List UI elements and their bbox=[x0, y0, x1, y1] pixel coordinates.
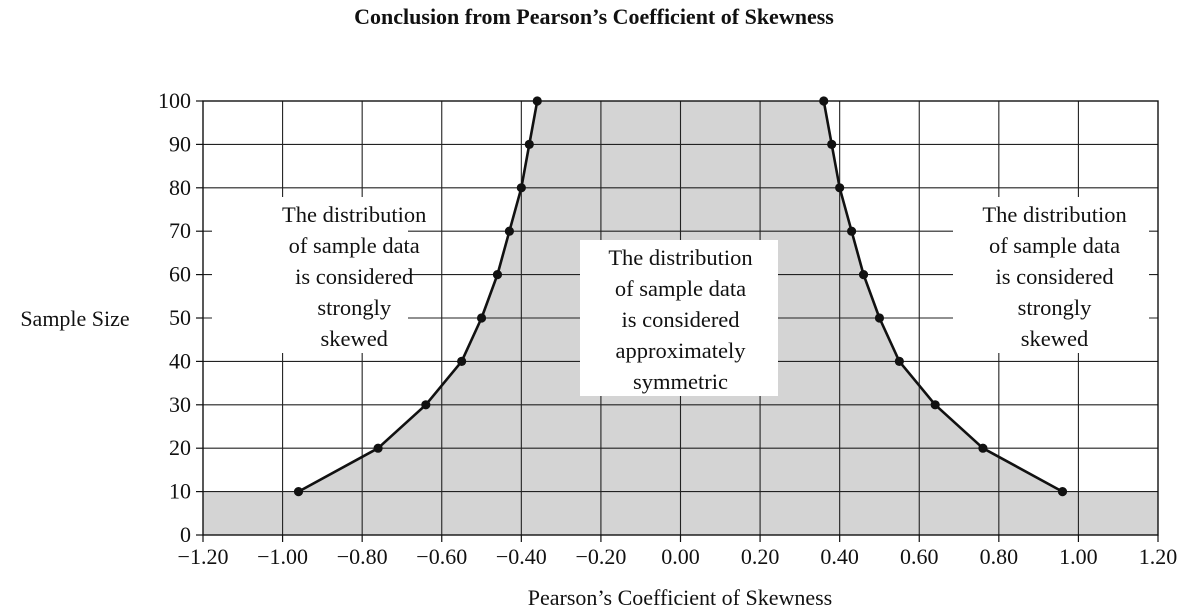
chart-title: Conclusion from Pearson’s Coefficient of… bbox=[354, 4, 834, 29]
upper-boundary-point bbox=[894, 356, 904, 366]
y-tick-label: 10 bbox=[169, 479, 191, 504]
x-tick-label: −0.60 bbox=[416, 544, 467, 569]
x-tick-label: −0.20 bbox=[575, 544, 626, 569]
lower-boundary-point bbox=[373, 443, 383, 453]
y-tick-label: 50 bbox=[169, 305, 191, 330]
x-tick-label: −1.20 bbox=[178, 544, 229, 569]
annotation-center-line: The distribution bbox=[608, 245, 752, 270]
lower-boundary-point bbox=[532, 96, 542, 106]
upper-boundary-point bbox=[978, 443, 988, 453]
lower-boundary-line bbox=[297, 100, 539, 493]
annotation-left-line: skewed bbox=[320, 326, 387, 351]
y-tick-label: 40 bbox=[169, 348, 191, 373]
x-tick-label: 0.00 bbox=[661, 544, 700, 569]
x-tick-label: 0.20 bbox=[741, 544, 780, 569]
y-tick-label: 100 bbox=[158, 88, 191, 113]
lower-boundary-point bbox=[293, 487, 304, 497]
y-tick-label: 0 bbox=[180, 522, 191, 547]
lower-boundary-point bbox=[457, 356, 467, 366]
x-tick-label: 0.40 bbox=[820, 544, 859, 569]
annotation-right-line: of sample data bbox=[989, 233, 1120, 258]
lower-boundary-point bbox=[516, 183, 526, 193]
y-tick-label: 60 bbox=[169, 262, 191, 287]
upper-boundary-point bbox=[874, 313, 885, 323]
lower-boundary-point bbox=[492, 270, 503, 280]
upper-boundary-point bbox=[858, 270, 869, 280]
y-axis-title: Sample Size bbox=[20, 306, 129, 331]
annotation-center-line: approximately bbox=[616, 338, 747, 363]
x-tick-label: −1.00 bbox=[257, 544, 308, 569]
upper-boundary-line bbox=[822, 100, 1064, 493]
annotation-left-line: is considered bbox=[295, 264, 413, 289]
annotation-right-line: The distribution bbox=[982, 202, 1126, 227]
x-tick-label: 1.00 bbox=[1059, 544, 1098, 569]
annotation-center-bg bbox=[580, 240, 778, 396]
upper-boundary-point bbox=[827, 139, 837, 149]
annotation-right-line: is considered bbox=[995, 264, 1113, 289]
x-axis-title: Pearson’s Coefficient of Skewness bbox=[528, 585, 833, 610]
plot-area: −1.20 −1.00 −0.80 −0.60 −0.40 −0.20 0.00 0.20 0.… bbox=[158, 88, 1177, 569]
y-tick-label: 30 bbox=[169, 392, 191, 417]
upper-boundary-point bbox=[847, 226, 857, 236]
y-tick-label: 20 bbox=[169, 435, 191, 460]
x-tick-label: −0.80 bbox=[337, 544, 388, 569]
upper-boundary-point bbox=[835, 183, 845, 193]
y-tick-label: 70 bbox=[169, 218, 191, 243]
upper-boundary-point bbox=[1057, 487, 1068, 497]
annotation-center-line: is considered bbox=[621, 307, 739, 332]
x-tick-label: 0.60 bbox=[900, 544, 939, 569]
annotation-right-line: strongly bbox=[1018, 295, 1093, 320]
upper-boundary-point bbox=[930, 400, 940, 410]
y-tick-label: 90 bbox=[169, 131, 191, 156]
annotation-left-line: of sample data bbox=[289, 233, 420, 258]
lower-boundary-point bbox=[476, 313, 487, 323]
annotation-right-bg bbox=[953, 197, 1149, 353]
annotation-left-line: The distribution bbox=[282, 202, 426, 227]
upper-boundary-point bbox=[819, 96, 829, 106]
lower-boundary-point bbox=[421, 400, 431, 410]
annotation-right-line: skewed bbox=[1021, 326, 1088, 351]
lower-boundary-point bbox=[504, 226, 514, 236]
y-tick-label: 80 bbox=[169, 175, 191, 200]
x-tick-label: 1.20 bbox=[1139, 544, 1178, 569]
annotation-left-line: strongly bbox=[317, 295, 392, 320]
lower-boundary-point bbox=[524, 139, 534, 149]
annotation-left-bg bbox=[212, 197, 408, 353]
x-tick-label: 0.80 bbox=[980, 544, 1019, 569]
annotation-center-line: of sample data bbox=[615, 276, 746, 301]
annotation-center-line: symmetric bbox=[633, 369, 728, 394]
x-tick-label: −0.40 bbox=[496, 544, 547, 569]
